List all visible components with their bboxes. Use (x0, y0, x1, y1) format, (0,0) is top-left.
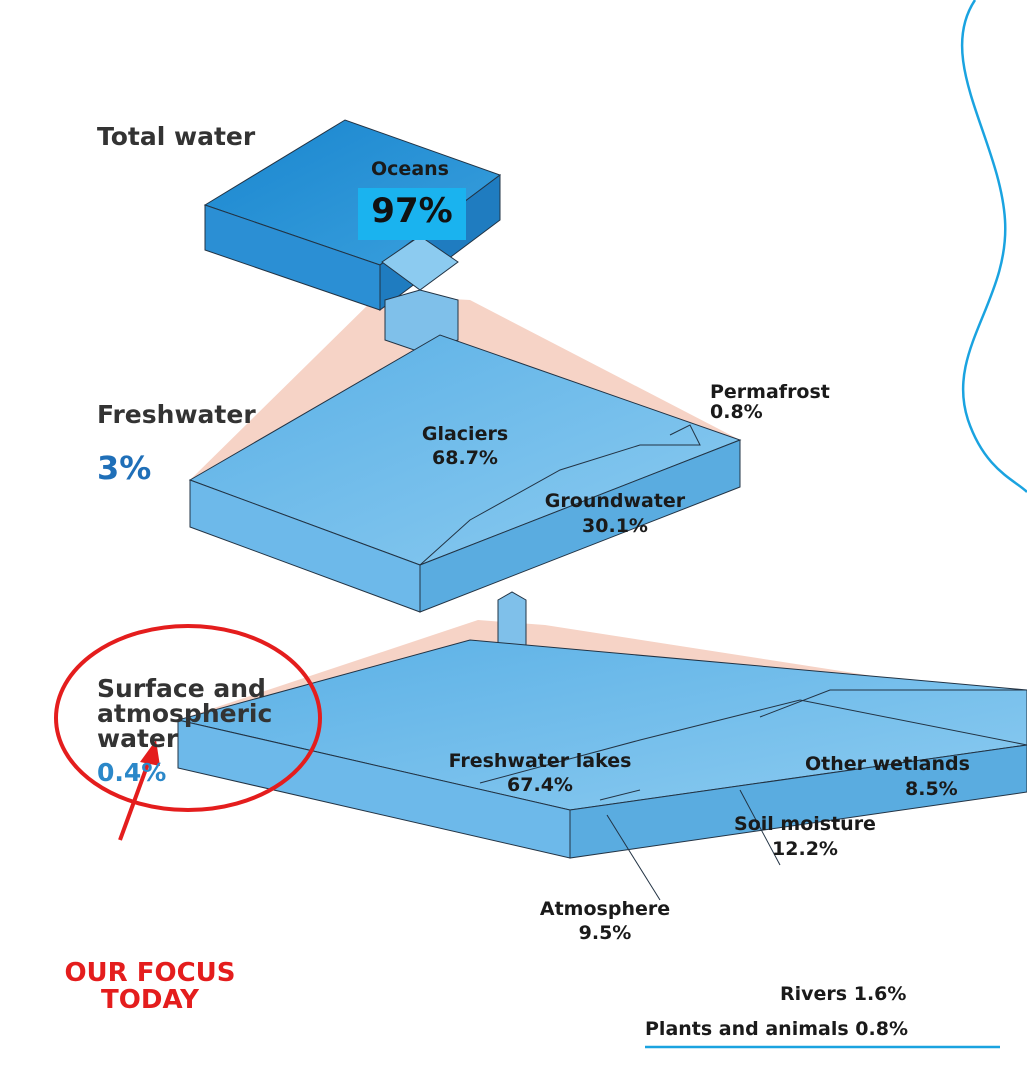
value: 68.7% (395, 449, 535, 469)
level-share: 3% (97, 452, 151, 486)
label: Groundwater (530, 492, 700, 512)
value: 0.8% (855, 1018, 908, 1040)
annotation: OUR FOCUS TODAY (50, 960, 250, 1015)
level-title: Freshwater (97, 402, 256, 428)
level-title: Surface and atmospheric water (97, 676, 307, 751)
value: 97% (358, 194, 466, 230)
level-title: Total water (97, 124, 255, 150)
label: Soil moisture (715, 815, 895, 835)
label: Other wetlands (805, 755, 970, 775)
diagram: Total water Oceans 97% Freshwater 3% Gla… (0, 0, 1027, 1077)
value: 0.8% (710, 403, 763, 423)
label: Atmosphere (505, 900, 705, 920)
label: Permafrost (710, 383, 830, 403)
label: Rivers (780, 983, 847, 1005)
label: Oceans (340, 160, 480, 180)
value: 12.2% (715, 840, 895, 860)
value: 9.5% (505, 924, 705, 944)
level-share: 0.4% (97, 760, 166, 786)
label: Freshwater lakes (420, 752, 660, 772)
label: Glaciers (395, 425, 535, 445)
leader-label: Rivers 1.6% (780, 985, 906, 1005)
body: Total water Oceans 97% Freshwater 3% Gla… (0, 0, 1027, 1077)
cloud-outline (962, 0, 1027, 492)
value: 30.1% (530, 517, 700, 537)
leader-label: Plants and animals 0.8% (645, 1020, 908, 1040)
page: {"levels": [ {"title": "Total water", "i… (0, 0, 1027, 1077)
label: Plants and animals (645, 1018, 849, 1040)
value: 1.6% (854, 983, 907, 1005)
value: 67.4% (420, 776, 660, 796)
value: 8.5% (905, 780, 958, 800)
